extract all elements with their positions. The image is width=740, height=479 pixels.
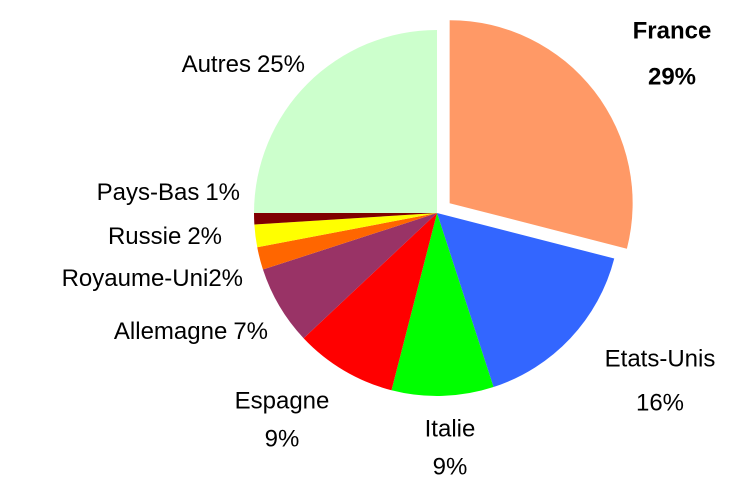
slice-label: France: [633, 17, 712, 44]
slice-value-label: 2%: [187, 223, 222, 250]
slice-label-group: Royaume-Uni2%: [62, 265, 243, 292]
slice-label: Pays-Bas: [97, 179, 200, 206]
pie-slice: [449, 20, 633, 249]
slice-value-label: 16%: [636, 389, 684, 416]
slice-label-group: Allemagne 7%: [114, 318, 268, 345]
slice-label-group: Autres 25%: [182, 51, 305, 78]
pie-slice: [254, 30, 437, 213]
slice-value-label: 9%: [265, 425, 300, 452]
pie-slice: [437, 213, 615, 388]
slice-label: Russie: [108, 223, 181, 250]
slice-value-label: 2%: [208, 265, 243, 292]
slice-value-label: 9%: [433, 453, 468, 479]
slice-label: Royaume-Uni: [62, 265, 209, 292]
slice-label: Autres: [182, 51, 251, 78]
pie-slice: [262, 213, 437, 339]
slice-label: Allemagne: [114, 318, 227, 345]
slice-label-group: Russie 2%: [108, 223, 222, 250]
slice-label-group: Pays-Bas 1%: [97, 179, 240, 206]
pie-slice: [257, 213, 437, 270]
slice-value-label: 1%: [205, 179, 240, 206]
slice-value-label: 7%: [233, 318, 268, 345]
pie-slice: [303, 213, 437, 391]
slice-value-label: 29%: [648, 63, 696, 90]
slice-label: Etats-Unis: [605, 345, 716, 372]
slice-label: Espagne: [235, 387, 330, 414]
pie-slice: [254, 213, 437, 225]
pie-slice: [391, 213, 494, 396]
pie-slice: [254, 213, 437, 248]
slice-value-label: 25%: [257, 51, 305, 78]
slice-label: Italie: [425, 415, 476, 442]
